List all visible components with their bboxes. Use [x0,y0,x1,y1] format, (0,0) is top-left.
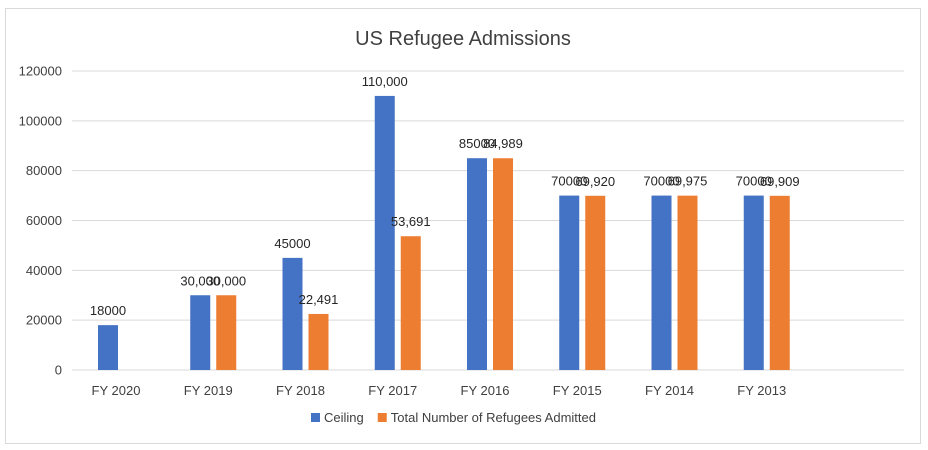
data-label: 30,000 [206,273,246,288]
chart-container [5,8,921,444]
bar-admitted [769,195,790,370]
data-label: 70000 [736,174,772,189]
data-label: 69,909 [760,174,800,189]
bar-ceiling [743,195,764,370]
legend-label: Ceiling [324,410,364,425]
bar-admitted [400,236,421,370]
data-label: 110,000 [362,74,408,89]
y-tick-label: 80000 [26,163,62,178]
legend-label: Total Number of Refugees Admitted [391,410,596,425]
bar-admitted [493,158,513,370]
x-tick-label: FY 2015 [553,383,602,398]
bar-ceiling [559,195,580,370]
x-tick-label: FY 2016 [461,383,510,398]
legend-swatch-admitted [377,413,387,422]
bar-ceiling [282,257,303,370]
x-tick-label: FY 2019 [184,383,233,398]
y-axis-ticks: 0 20000 40000 60000 80000 100000 120000 [19,64,62,378]
bar-admitted [216,295,237,370]
bar-ceiling [98,325,118,370]
data-label: 53,691 [391,214,431,229]
y-tick-label: 0 [55,363,62,378]
data-label: 70000 [643,174,679,189]
data-label: 85000 [459,136,495,151]
y-tick-label: 120000 [19,64,62,79]
data-label: 70000 [551,174,587,189]
bar-ceiling [374,95,395,371]
data-label: 30,000 [180,273,220,288]
bar-admitted [308,313,329,370]
data-label: 69,920 [575,174,615,189]
legend: Ceiling Total Number of Refugees Admitted [311,410,596,425]
bar-ceiling [651,195,672,370]
x-tick-label: FY 2020 [92,383,141,398]
data-label: 69,975 [668,174,708,189]
y-tick-label: 20000 [26,313,62,328]
bar-admitted [677,195,698,370]
legend-swatch-ceiling [311,413,320,422]
x-tick-label: FY 2013 [737,383,786,398]
data-label: 45000 [274,236,310,251]
data-label: 22,491 [299,292,339,307]
bars [98,95,790,371]
y-tick-label: 40000 [26,263,62,278]
gridlines [72,70,904,371]
bar-ceiling [190,295,211,370]
bar-ceiling [467,158,487,370]
data-label: 84,989 [483,136,523,151]
data-label: 18000 [90,303,126,318]
y-tick-label: 60000 [26,213,62,228]
x-tick-label: FY 2014 [645,383,694,398]
x-tick-label: FY 2018 [276,383,325,398]
x-tick-label: FY 2017 [368,383,417,398]
bar-admitted [585,195,606,370]
y-tick-label: 100000 [19,113,62,128]
chart-title: US Refugee Admissions [355,28,571,50]
x-axis-ticks: FY 2020 FY 2019 FY 2018 FY 2017 FY 2016 FY 20… [92,383,787,398]
